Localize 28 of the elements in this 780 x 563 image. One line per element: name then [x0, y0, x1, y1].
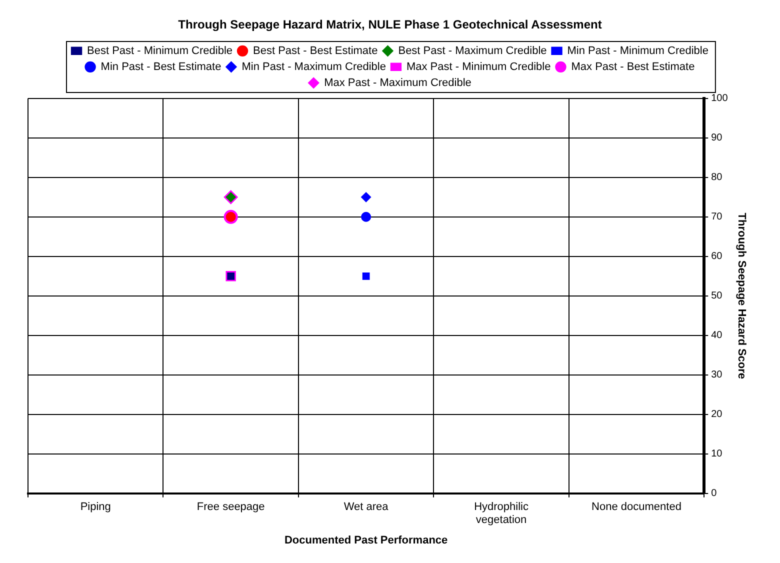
x-tick-label: Piping — [80, 501, 111, 514]
y-tick-label: 50 — [711, 290, 723, 302]
y-tick-label: 0 — [711, 488, 718, 500]
legend-label: Max Past - Best Estimate — [571, 60, 695, 73]
legend-label: Max Past - Maximum Credible — [324, 76, 472, 89]
y-tick-label: 40 — [711, 330, 723, 342]
y-tick-label: 20 — [711, 409, 723, 420]
y-tick-label: 70 — [711, 212, 723, 223]
y-tick-label: 80 — [711, 172, 723, 184]
legend-label: Best Past - Minimum Credible — [87, 44, 233, 57]
y-tick-label: 30 — [711, 370, 723, 381]
legend-label: Min Past - Maximum Credible — [242, 60, 386, 73]
x-tick-label: Hydrophilic vegetation — [474, 501, 529, 526]
legend-label: Max Past - Minimum Credible — [406, 60, 551, 73]
chart-title: Through Seepage Hazard Matrix, NULE Phase 1 Geotechnical Assessment — [178, 18, 602, 32]
legend-label: Best Past - Maximum Credible — [398, 44, 547, 57]
y-tick-label: 90 — [711, 132, 723, 144]
legend-label: Min Past - Minimum Credible — [567, 44, 708, 57]
y-tick-label: 60 — [711, 251, 723, 262]
legend-label: Best Past - Best Estimate — [253, 44, 378, 57]
y-tick-label: 10 — [711, 448, 723, 460]
x-axis-title: Documented Past Performance — [284, 534, 448, 546]
x-tick-label: Free seepage — [196, 501, 265, 514]
legend-label: Min Past - Best Estimate — [100, 60, 222, 73]
x-tick-label: Wet area — [344, 501, 390, 514]
y-tick-label: 100 — [711, 93, 728, 104]
y-axis-title: Through Seepage Hazard Score — [735, 212, 748, 380]
x-tick-label: None documented — [592, 501, 682, 514]
